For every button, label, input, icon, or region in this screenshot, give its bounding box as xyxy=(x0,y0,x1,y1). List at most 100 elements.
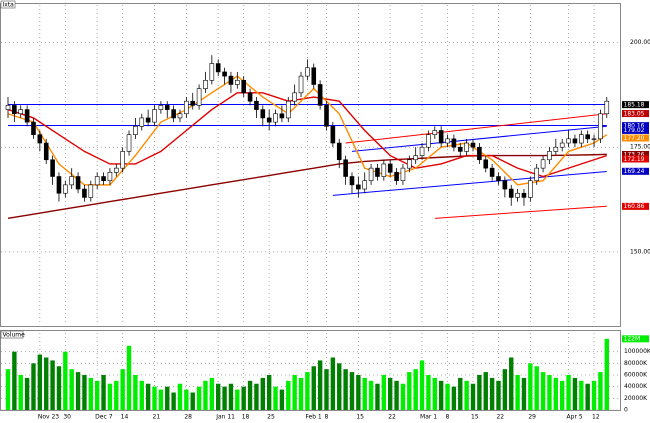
candle-body xyxy=(585,134,590,140)
value-badge xyxy=(622,335,649,343)
candle-body xyxy=(400,167,406,181)
x-tick-label: 21 xyxy=(153,414,161,421)
candle-body xyxy=(235,79,240,85)
candle-body xyxy=(534,167,540,181)
value-badge-label: 177.20 xyxy=(624,135,645,142)
candle-body xyxy=(196,88,202,106)
candle-body xyxy=(126,134,132,152)
candle-body xyxy=(273,113,278,123)
volume-bar xyxy=(298,377,304,410)
volume-bar xyxy=(171,392,176,410)
candle-body xyxy=(540,159,546,169)
x-tick-label: Apr 5 xyxy=(567,414,583,421)
volume-bar xyxy=(203,380,208,410)
volume-bar xyxy=(381,375,387,410)
x-tick-label: 22 xyxy=(388,414,396,421)
volume-bar xyxy=(216,383,221,410)
candle-body xyxy=(559,142,565,148)
candle-body xyxy=(69,176,74,186)
candle-body xyxy=(120,151,125,169)
volume-tick-label: 40000K xyxy=(624,383,648,390)
volume-bar xyxy=(413,369,418,410)
volume-bar xyxy=(438,380,444,410)
candle-body xyxy=(94,176,100,186)
x-tick-label: 12 xyxy=(592,414,600,421)
y-tick-label: 150.00 xyxy=(630,248,650,255)
volume-bar xyxy=(24,377,30,410)
candle-body xyxy=(31,121,36,135)
candle-body xyxy=(336,142,342,161)
x-tick-label: 14 xyxy=(121,414,129,421)
volume-bar xyxy=(126,345,132,410)
volume-bar xyxy=(419,360,425,410)
trendline xyxy=(332,170,607,196)
volume-bar xyxy=(534,366,539,410)
candle-body xyxy=(215,63,221,73)
volume-tick-label: 80000K xyxy=(624,360,648,367)
volume-bar xyxy=(362,377,367,410)
value-badge xyxy=(622,155,649,163)
volume-bar xyxy=(50,360,55,410)
value-badge xyxy=(622,110,649,118)
x-tick-label: 22 xyxy=(496,414,504,421)
candle-body xyxy=(349,176,355,186)
volume-bar xyxy=(426,375,431,410)
value-badge-label: 179.02 xyxy=(624,127,645,134)
x-tick-label: 18 xyxy=(242,414,250,421)
volume-bar xyxy=(286,380,291,410)
candle-body xyxy=(572,138,578,144)
value-badge xyxy=(622,202,649,210)
volume-bar xyxy=(394,380,399,410)
volume-bar xyxy=(165,386,170,410)
volume-bar xyxy=(254,383,259,410)
volume-bar xyxy=(94,380,100,410)
volume-bar xyxy=(458,377,463,410)
x-tick-label: Mar 1 xyxy=(420,414,437,421)
candle-body xyxy=(113,167,119,173)
candle-body xyxy=(311,67,317,85)
volume-bar xyxy=(604,338,609,410)
volume-bar xyxy=(324,369,329,410)
candle-body xyxy=(285,100,291,119)
volume-bar xyxy=(88,377,94,410)
candle-body xyxy=(209,63,215,81)
candle-body xyxy=(362,180,368,190)
candle-body xyxy=(50,159,55,177)
candle-body xyxy=(63,184,68,194)
value-badge-label: 122M xyxy=(624,336,641,343)
candle-body xyxy=(477,146,482,161)
x-tick-label: 29 xyxy=(528,414,536,421)
candle-body xyxy=(133,126,138,135)
value-badge-label: 172.19 xyxy=(624,156,645,163)
volume-bar xyxy=(120,369,125,410)
candle-body xyxy=(241,79,246,94)
volume-bar xyxy=(572,377,578,410)
volume-bar xyxy=(177,383,183,410)
volume-bar xyxy=(190,392,195,410)
candle-body xyxy=(75,176,81,190)
volume-bar xyxy=(184,389,189,410)
volume-bar xyxy=(114,380,119,410)
volume-bar xyxy=(483,372,488,410)
x-tick-label: 30 xyxy=(63,414,71,421)
volume-bar xyxy=(598,372,603,410)
candle-body xyxy=(547,151,552,161)
candle-body xyxy=(101,176,106,181)
candle-body xyxy=(457,146,463,152)
volume-bar xyxy=(209,377,215,410)
volume-bar xyxy=(152,386,157,410)
volume-bar xyxy=(133,375,138,410)
candle-body xyxy=(375,167,380,177)
volume-bar xyxy=(407,372,412,410)
volume-bar xyxy=(451,386,457,410)
volume-bar xyxy=(330,357,336,410)
volume-bar xyxy=(228,383,234,410)
candle-body xyxy=(18,109,24,115)
candle-body xyxy=(381,163,387,177)
candle-body xyxy=(184,100,189,115)
candle-body xyxy=(266,117,272,123)
candle-body xyxy=(107,172,113,181)
volume-bar xyxy=(279,389,285,410)
chart-title: Ixta xyxy=(3,1,15,8)
